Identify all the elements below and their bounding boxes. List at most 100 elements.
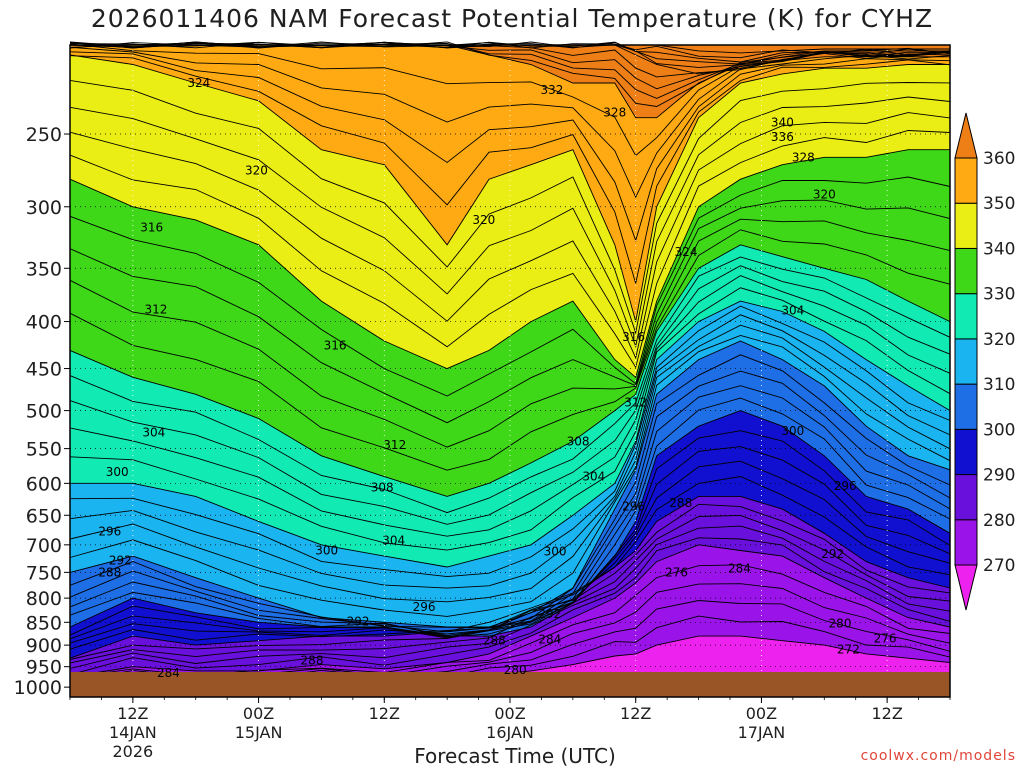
colorbar-label: 310: [983, 375, 1015, 395]
x-tick-label: 16JAN: [486, 723, 534, 742]
contour-line: [69, 41, 951, 59]
contour-line: [69, 265, 951, 525]
contour-line: [69, 525, 951, 669]
contour-label: 316: [622, 330, 645, 344]
contour-line: [69, 287, 951, 551]
x-tick-label: 12Z: [871, 704, 902, 723]
colorbar: 270 280 290 300 310 320 330 340 350 360: [954, 112, 1015, 611]
contour-label: 296: [413, 600, 436, 614]
contour-line: [69, 370, 951, 633]
contour-label: 332: [540, 83, 563, 97]
contour-label: 312: [624, 396, 647, 410]
y-tick-label: 750: [26, 562, 62, 584]
contour-line: [69, 149, 950, 379]
contour-label: 308: [567, 434, 590, 448]
contour-label: 312: [144, 302, 167, 316]
color-band: [70, 301, 950, 627]
contour-label: 296: [834, 479, 857, 493]
contour-line: [69, 460, 951, 644]
y-tick-label: 1000: [14, 677, 62, 699]
y-axis: 2503003504004505005506006507007508008509…: [14, 124, 70, 699]
credit-link[interactable]: coolwx.com/models: [860, 748, 1016, 764]
contour-line: [69, 244, 951, 497]
contour-line: [69, 256, 951, 514]
contour-label: 292: [538, 607, 561, 621]
x-tick-label: 00Z: [243, 704, 274, 723]
contour-line: [69, 176, 951, 397]
y-tick-label: 350: [26, 258, 62, 280]
contour-label: 340: [771, 116, 794, 130]
contour-line: [69, 54, 950, 322]
colorbar-label: 350: [983, 194, 1015, 214]
color-band: [70, 496, 950, 677]
colorbar-label: 270: [983, 556, 1015, 576]
contour-label: 304: [382, 533, 405, 547]
contour-label: 288: [301, 653, 324, 667]
x-tick-label: 00Z: [494, 704, 525, 723]
colorbar-label: 340: [983, 239, 1015, 259]
contour-line: [69, 340, 951, 628]
y-tick-label: 800: [26, 588, 62, 610]
contour-label: 292: [821, 547, 844, 561]
colorbar-segment: [954, 519, 978, 566]
colorbar-cap-top: [954, 112, 978, 159]
contour-line: [69, 305, 951, 578]
y-tick-label: 550: [26, 439, 62, 461]
contour-label: 316: [324, 339, 347, 353]
colorbar-label: 320: [983, 330, 1015, 350]
contour-line: [69, 385, 951, 636]
y-tick-label: 500: [26, 401, 62, 423]
contour-label: 296: [622, 500, 645, 514]
contour-label: 320: [813, 188, 836, 202]
contour-label: 324: [675, 245, 698, 259]
contour-line: [69, 324, 951, 603]
contour-label: 296: [98, 525, 121, 539]
y-tick-label: 900: [26, 635, 62, 657]
contour-line: [69, 503, 951, 660]
contour-label: 328: [603, 106, 626, 120]
colorbar-segment: [954, 428, 978, 476]
contour-line: [69, 218, 951, 448]
y-tick-label: 700: [26, 535, 62, 557]
contour-label: 320: [472, 213, 495, 227]
x-axis-label: Forecast Time (UTC): [414, 744, 616, 768]
x-tick-label: 14JAN: [109, 723, 157, 742]
y-tick-label: 400: [26, 312, 62, 334]
color-band: [70, 410, 950, 659]
contour-line: [69, 55, 951, 284]
color-band: [70, 244, 950, 568]
contour-line: [69, 354, 951, 629]
contour-label: 300: [315, 543, 338, 557]
contour-line: [69, 275, 951, 537]
ground-terrain: [70, 672, 950, 697]
contour-label: 316: [140, 221, 163, 235]
contour-label: 288: [98, 565, 121, 579]
colorbar-segment: [954, 474, 978, 521]
colorbar-segment: [954, 338, 978, 385]
y-tick-label: 450: [26, 359, 62, 381]
contour-label: 284: [157, 666, 180, 680]
contour-label: 312: [383, 438, 406, 452]
x-tick-label: 12Z: [369, 704, 400, 723]
colorbar-segment: [954, 247, 978, 295]
colorbar-segment: [954, 202, 978, 249]
color-band: [70, 544, 950, 688]
contour-label: 308: [371, 480, 394, 494]
grid-lines: [70, 45, 950, 697]
y-tick-label: 950: [26, 657, 62, 679]
colorbar-label: 360: [983, 149, 1015, 169]
colorbar-segment: [954, 157, 978, 204]
contour-line: [69, 544, 951, 678]
color-band: [70, 54, 950, 378]
contour-line: [69, 46, 951, 199]
contour-line: [69, 229, 951, 471]
x-tick-label: 2026: [112, 742, 153, 761]
contour-label: 284: [538, 632, 561, 646]
contour-label: 304: [582, 470, 605, 484]
y-tick-label: 250: [26, 124, 62, 146]
contour-label: 300: [544, 545, 567, 559]
contour-label: 276: [665, 565, 688, 579]
colorbar-cap-bottom: [954, 564, 978, 611]
contour-label: 276: [874, 631, 897, 645]
